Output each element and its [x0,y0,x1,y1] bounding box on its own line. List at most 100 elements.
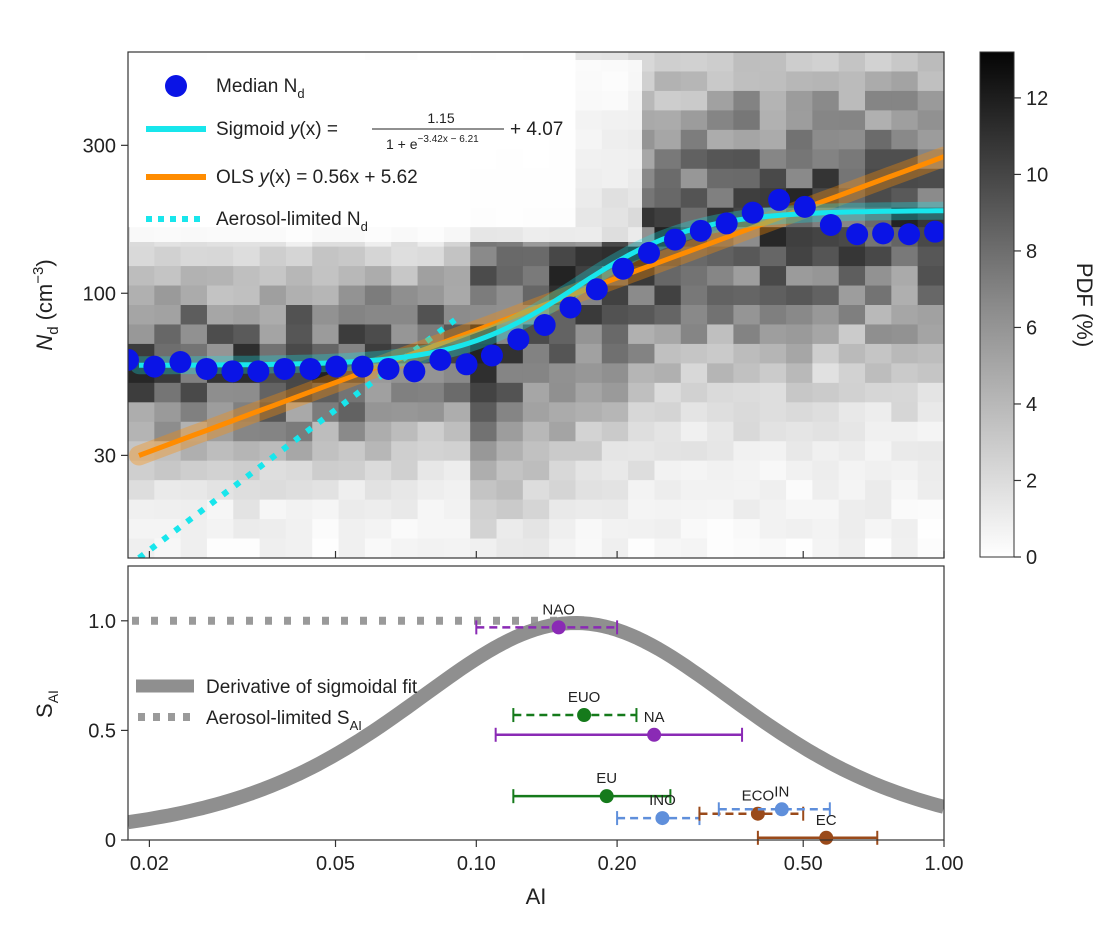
median-point [351,355,374,378]
heatmap-cell [364,402,392,423]
heatmap-cell [680,441,708,462]
heatmap-cell [391,402,419,423]
heatmap-cell [733,266,761,287]
heatmap-cell [628,480,656,501]
heatmap-cell [917,402,944,423]
heatmap-cell [496,519,524,540]
heatmap-cell [680,402,708,423]
region-point [819,830,834,845]
heatmap-cell [470,402,498,423]
heatmap-cell [759,421,787,442]
heatmap-cell [812,305,840,326]
heatmap-cell [707,52,735,73]
heatmap-cell [128,305,155,326]
heatmap-cell [812,52,840,73]
heatmap-cell [759,149,787,170]
heatmap-cell [575,324,603,345]
heatmap-cell [759,538,787,558]
heatmap-cell [917,246,944,267]
heatmap-cell [443,402,471,423]
heatmap-cell [759,52,787,73]
heatmap-cell [522,460,550,481]
heatmap-cell [338,441,366,462]
top-x-ticks [148,551,945,558]
median-point [793,195,816,218]
heatmap-cell [654,168,682,189]
median-point [846,223,869,246]
heatmap-cell [891,519,919,540]
heatmap-cell [601,324,629,345]
colorbar: 0 2 4 6 8 10 12 PDF (%) [979,51,1097,569]
colorbar-tick-label: 4 [1026,394,1037,416]
heatmap-cell [154,285,182,306]
heatmap-cell [601,441,629,462]
region-point [551,620,566,635]
heatmap-cell [154,382,182,403]
heatmap-cell [759,519,787,540]
heatmap-cell [549,538,577,558]
heatmap-cell [285,266,313,287]
bottom-x-ticks: 0.02 0.05 0.10 0.20 0.50 1.00 [130,840,963,875]
region-point [577,708,592,723]
legend-backdrop [130,60,642,242]
heatmap-cell [154,460,182,481]
heatmap-cell [680,129,708,150]
heatmap-cell [865,52,892,73]
heatmap-cell [733,421,761,442]
median-point [455,353,478,376]
heatmap-cell [733,149,761,170]
bottom-x-tick-label: 0.20 [598,853,637,875]
heatmap-cell [759,382,787,403]
heatmap-cell [628,538,656,558]
heatmap-cell [917,421,944,442]
heatmap-cell [917,52,944,73]
heatmap-cell [733,90,761,111]
heatmap-cell [364,324,392,345]
heatmap-cell [233,460,261,481]
heatmap-cell [733,71,761,92]
median-point [429,348,452,371]
heatmap-cell [891,266,919,287]
heatmap-cell [707,421,735,442]
heatmap-cell [128,519,155,540]
heatmap-cell [575,538,603,558]
heatmap-cell [838,519,866,540]
heatmap-cell [417,285,445,306]
heatmap-cell [549,519,577,540]
heatmap-cell [128,421,155,442]
heatmap-cell [601,538,629,558]
heatmap-cell [549,402,577,423]
heatmap-cell [601,402,629,423]
heatmap-cell [680,499,708,520]
median-point [689,219,712,242]
bottom-y-label: SAI [32,690,61,718]
heatmap-cell [443,499,471,520]
heatmap-cell [417,402,445,423]
heatmap-cell [917,168,944,189]
heatmap-cell [733,110,761,131]
bottom-x-tick-label: 0.05 [316,853,355,875]
heatmap-cell [180,441,208,462]
heatmap-cell [496,402,524,423]
heatmap-cell [812,246,840,267]
heatmap-cell [707,441,735,462]
heatmap-cell [364,305,392,326]
heatmap-cell [786,343,813,364]
heatmap-cell [496,441,524,462]
heatmap-cell [575,519,603,540]
heatmap-cell [391,538,419,558]
legend-sigmoid-denominator: 1 + e−3.42x − 6.21 [386,134,479,152]
heatmap-cell [601,363,629,384]
heatmap-cell [812,460,840,481]
heatmap-cell [522,246,550,267]
heatmap-cell [680,285,708,306]
heatmap-cell [707,363,735,384]
heatmap-cell [549,382,577,403]
median-point [612,257,635,280]
heatmap-cell [338,246,366,267]
heatmap-cell [312,266,340,287]
heatmap-cell [391,519,419,540]
median-point [715,212,738,235]
heatmap-cell [522,285,550,306]
heatmap-cell [601,285,629,306]
